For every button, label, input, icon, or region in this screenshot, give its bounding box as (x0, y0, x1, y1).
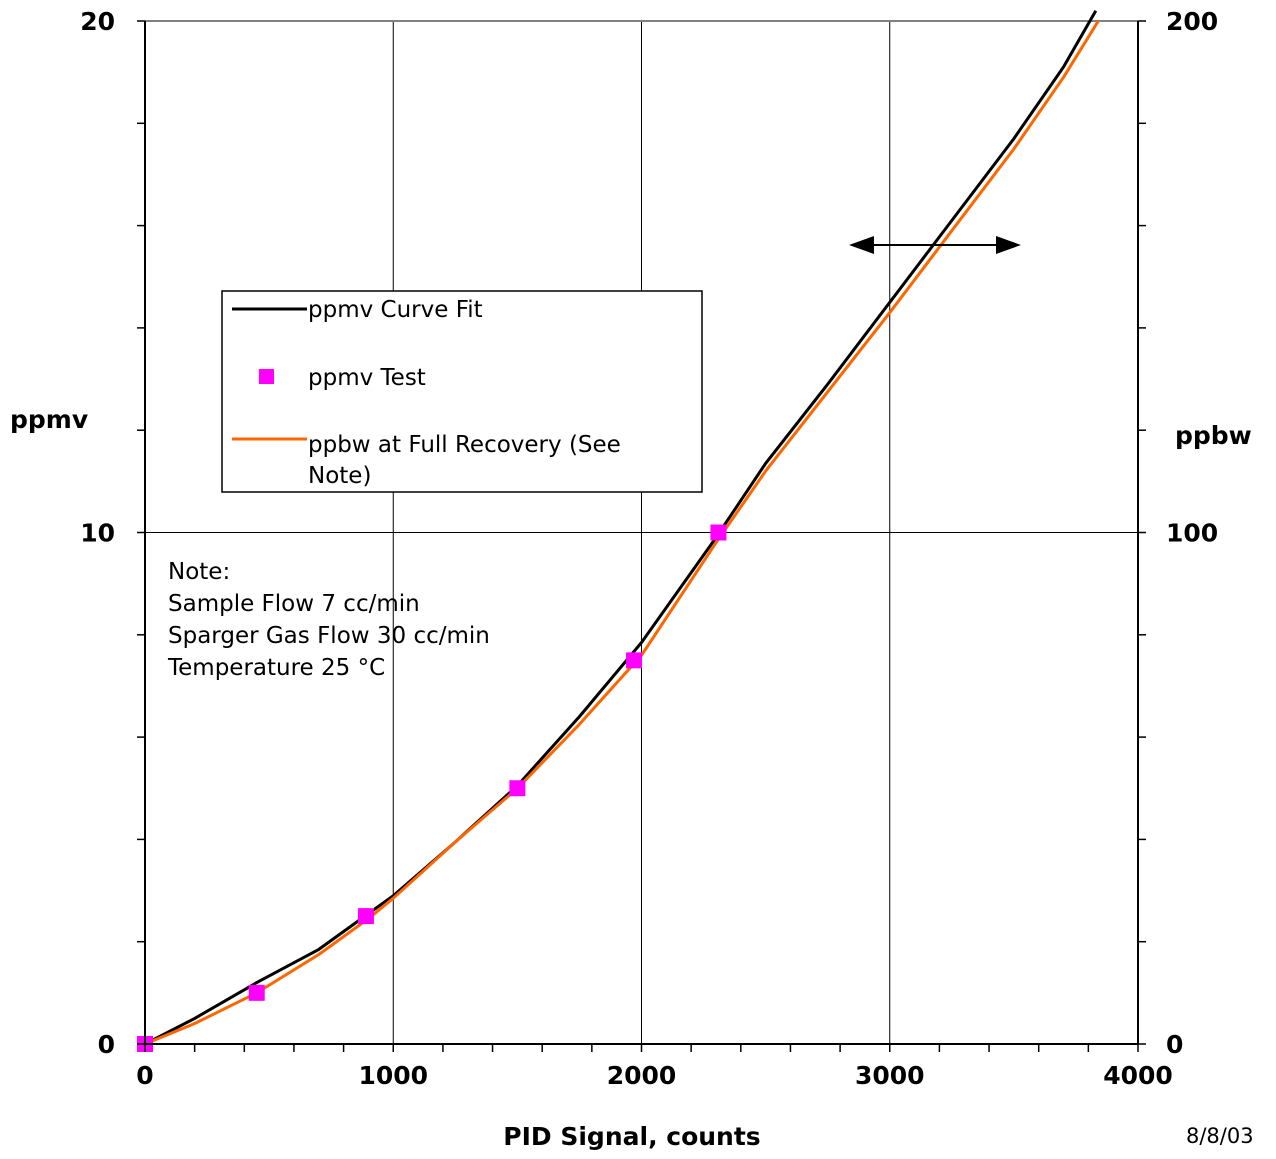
axes (137, 20, 1146, 1052)
series-lines (144, 10, 1100, 1046)
legend-label-test: ppmv Test (308, 365, 426, 391)
test-point (710, 524, 727, 541)
y-tick-label: 0 (98, 1030, 115, 1059)
x-tick-label: 4000 (1103, 1061, 1173, 1090)
legend: ppmv Curve Fit ppmv Test ppbw at Full Re… (221, 290, 703, 493)
y2-tick-label: 0 (1166, 1030, 1183, 1059)
series-line-2 (144, 20, 1100, 1046)
y2-tick-label: 200 (1166, 7, 1218, 36)
y-tick-label: 20 (80, 7, 115, 36)
grid-lines (145, 20, 1138, 1044)
test-markers (137, 524, 727, 1052)
note-box: Note: Sample Flow 7 cc/min Sparger Gas Flo… (167, 559, 490, 681)
note-line-3: Temperature 25 °C (167, 655, 385, 681)
legend-box (221, 290, 703, 493)
double-arrow-icon (849, 236, 1021, 254)
test-point (357, 908, 374, 925)
legend-label-curve-fit: ppmv Curve Fit (308, 297, 483, 323)
x-axis-title: PID Signal, counts (503, 1122, 760, 1151)
y-axis-title: ppmv (10, 405, 88, 434)
test-point (509, 780, 526, 797)
note-line-0: Note: (168, 559, 230, 585)
test-point (248, 984, 265, 1001)
test-point (626, 652, 643, 669)
x-tick-label: 3000 (855, 1061, 925, 1090)
note-line-2: Sparger Gas Flow 30 cc/min (168, 623, 490, 649)
y2-tick-label: 100 (1166, 519, 1218, 548)
note-line-1: Sample Flow 7 cc/min (168, 591, 420, 617)
x-tick-label: 0 (136, 1061, 153, 1090)
x-tick-label: 2000 (607, 1061, 677, 1090)
legend-label-ppbw: ppbw at Full Recovery (See Note) (308, 432, 628, 489)
series-line-0 (144, 10, 1098, 1046)
y2-axis-title: ppbw (1175, 421, 1252, 450)
legend-swatch-test (259, 369, 274, 384)
y-tick-label: 10 (80, 519, 115, 548)
x-tick-label: 1000 (358, 1061, 428, 1090)
date-stamp: 8/8/03 (1186, 1124, 1254, 1148)
